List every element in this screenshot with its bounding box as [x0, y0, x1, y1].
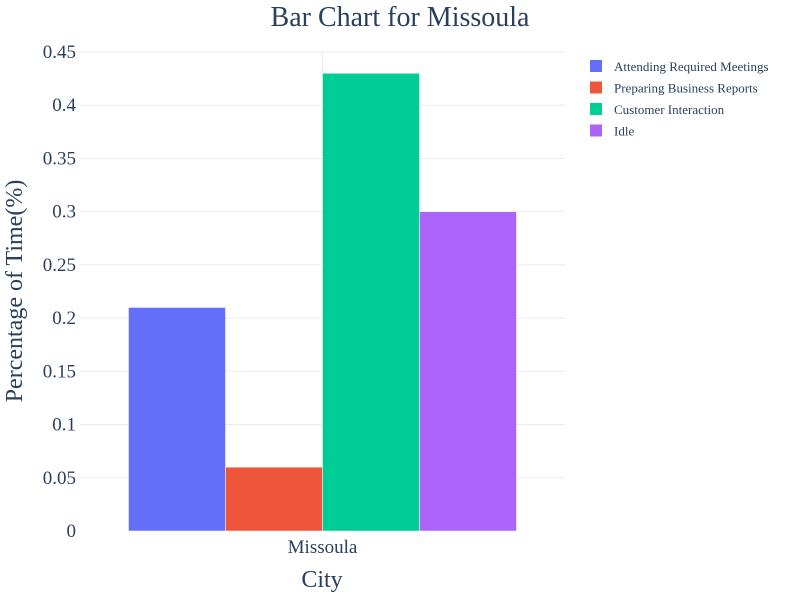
y-tick-label: 0.25 — [43, 255, 76, 276]
legend-label-idle[interactable]: Idle — [614, 124, 634, 139]
y-tick-label: 0.2 — [52, 308, 76, 329]
legend: Attending Required Meetings Preparing Bus… — [590, 59, 769, 139]
y-tick-label: 0.1 — [52, 415, 76, 436]
y-tick-label: 0.3 — [52, 202, 76, 223]
legend-swatch-preparing-business-reports[interactable] — [590, 81, 602, 94]
bar-customer-interaction[interactable] — [322, 73, 420, 532]
y-tick-label: 0.05 — [43, 468, 76, 489]
y-tick-label: 0.35 — [43, 148, 76, 169]
y-axis-ticks: 0 0.05 0.1 0.15 0.2 0.25 0.3 0.35 0.4 0.45 — [43, 42, 77, 542]
x-axis-title: City — [301, 567, 342, 593]
legend-swatch-attending-required-meetings[interactable] — [590, 60, 602, 72]
bar-attending-required-meetings[interactable] — [128, 307, 226, 532]
legend-swatch-idle[interactable] — [590, 124, 602, 137]
y-tick-label: 0.15 — [43, 361, 76, 382]
legend-label-customer-interaction[interactable]: Customer Interaction — [614, 102, 725, 117]
y-tick-label: 0.45 — [43, 42, 76, 63]
y-tick-label: 0 — [67, 521, 77, 542]
x-axis-ticks: Missoula — [288, 537, 358, 558]
x-tick-label: Missoula — [288, 537, 358, 558]
bar-idle[interactable] — [419, 211, 517, 532]
legend-label-preparing-business-reports[interactable]: Preparing Business Reports — [614, 81, 758, 96]
bar-preparing-business-reports[interactable] — [225, 466, 323, 532]
y-tick-label: 0.4 — [52, 95, 76, 116]
chart-title: Bar Chart for Missoula — [271, 2, 531, 33]
y-axis-title: Percentage of Time(%) — [2, 180, 28, 403]
legend-label-attending-required-meetings[interactable]: Attending Required Meetings — [614, 59, 769, 74]
bars-layer — [128, 73, 517, 532]
legend-swatch-customer-interaction[interactable] — [590, 103, 602, 115]
